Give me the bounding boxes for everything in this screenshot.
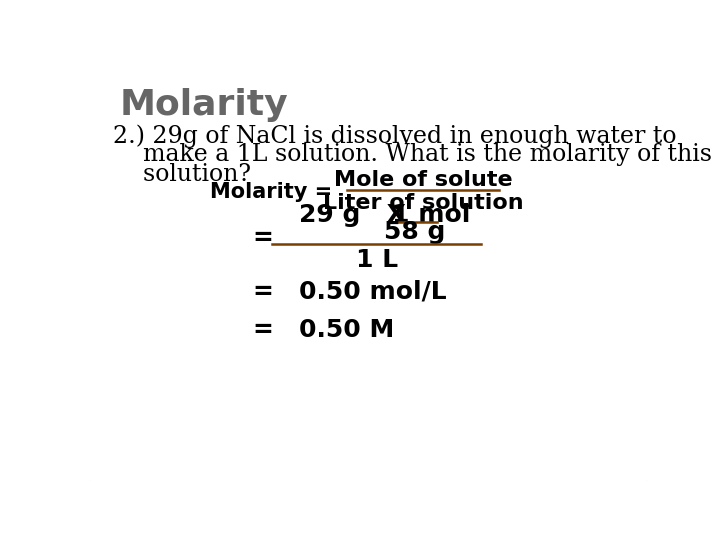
Text: solution?: solution?: [113, 163, 251, 186]
Text: =: =: [253, 280, 274, 304]
Text: 1 L: 1 L: [356, 248, 398, 272]
Text: Liter of solution: Liter of solution: [323, 193, 523, 213]
FancyBboxPatch shape: [87, 62, 651, 484]
Text: 0.50 M: 0.50 M: [300, 319, 395, 342]
Text: 2.) 29g of NaCl is dissolved in enough water to: 2.) 29g of NaCl is dissolved in enough w…: [113, 124, 677, 147]
Text: 29 g   X: 29 g X: [300, 203, 406, 227]
Text: 58 g: 58 g: [384, 220, 446, 244]
Text: make a 1L solution. What is the molarity of this: make a 1L solution. What is the molarity…: [113, 143, 712, 166]
Text: =: =: [253, 226, 274, 250]
Text: Mole of solute: Mole of solute: [334, 170, 513, 190]
Text: Molarity: Molarity: [120, 88, 288, 122]
Text: 0.50 mol/L: 0.50 mol/L: [300, 280, 447, 304]
Text: 1 mol: 1 mol: [392, 203, 471, 227]
Text: =: =: [253, 319, 274, 342]
Text: Molarity =: Molarity =: [210, 182, 333, 202]
